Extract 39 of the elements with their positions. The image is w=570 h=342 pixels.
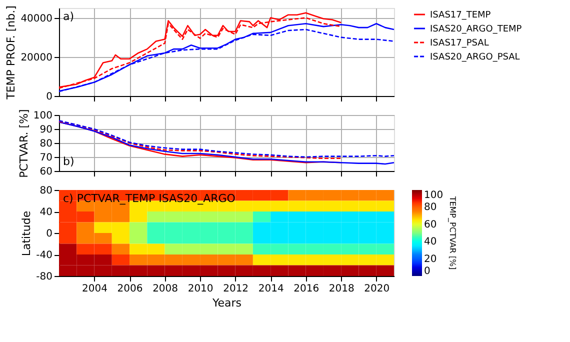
color-bar-label: 0 bbox=[424, 266, 430, 277]
y-tick-label: 60 bbox=[40, 166, 52, 178]
y-tick-label: 70 bbox=[40, 152, 52, 164]
x-tick-label: 2020 bbox=[364, 284, 390, 294]
legend-label: ISAS20_ARGO_TEMP bbox=[430, 24, 522, 34]
x-tick-label: 2018 bbox=[328, 284, 354, 294]
x-tick-label: 2008 bbox=[152, 284, 178, 294]
x-tick-label: 2004 bbox=[82, 284, 108, 294]
legend-label: ISAS17_TEMP bbox=[430, 10, 492, 20]
y-tick-label: 40 bbox=[40, 207, 52, 218]
annotation: b) bbox=[63, 155, 74, 168]
color-bar-label: 60 bbox=[424, 219, 437, 230]
legend-label: ISAS20_ARGO_PSAL bbox=[430, 52, 520, 62]
y-tick-label: 20000 bbox=[20, 52, 52, 64]
legend-label: ISAS17_PSAL bbox=[430, 38, 489, 48]
x-axis-title: Years bbox=[211, 296, 242, 310]
y-axis-title: TEMP PROF. [nb.] bbox=[4, 6, 18, 100]
y-axis-title: Latitude bbox=[20, 210, 34, 256]
color-bar-label: 100 bbox=[424, 190, 444, 201]
y-tick-label: -80 bbox=[36, 272, 52, 282]
color-bar-label: 40 bbox=[424, 236, 437, 248]
y-tick-label: 100 bbox=[33, 110, 52, 122]
x-tick-label: 2014 bbox=[258, 284, 284, 294]
y-tick-label: 40000 bbox=[20, 13, 52, 24]
y-tick-label: 0 bbox=[46, 92, 52, 102]
x-tick-label: 2010 bbox=[188, 284, 214, 294]
annotation: a) bbox=[63, 10, 74, 23]
x-tick-label: 2012 bbox=[223, 284, 249, 294]
y-tick-label: 80 bbox=[40, 186, 52, 196]
y-tick-label: 80 bbox=[40, 138, 52, 150]
color-bar-label: 80 bbox=[424, 202, 437, 214]
y-tick-label: 0 bbox=[46, 228, 52, 240]
y-axis-title: PCTVAR. [%] bbox=[17, 109, 30, 178]
x-tick-label: 2006 bbox=[117, 284, 143, 294]
color-bar-title: TEMP_PCTVAR [%] bbox=[448, 195, 457, 270]
x-tick-label: 2016 bbox=[294, 284, 320, 294]
y-tick-label: 90 bbox=[40, 124, 52, 136]
y-tick-label: -40 bbox=[36, 250, 52, 261]
color-bar-label: 20 bbox=[424, 254, 437, 265]
